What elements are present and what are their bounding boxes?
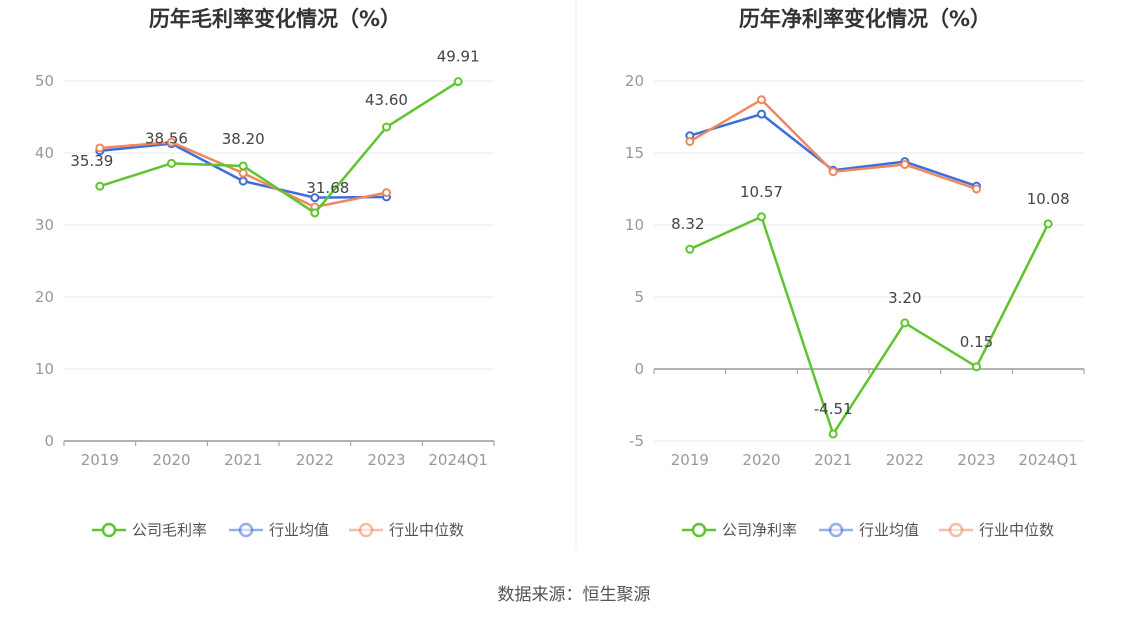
chart1-series-point-3 (382, 188, 391, 198)
chart1-series-point-3 (95, 143, 105, 153)
chart2-x-tick-label: 2020 (742, 451, 780, 469)
chart2-legend-marker-3 (948, 522, 964, 538)
chart1-x-tick-label: 2022 (296, 451, 334, 469)
chart1-data-label: 49.91 (437, 48, 480, 66)
chart2-series-point-3 (685, 136, 695, 146)
chart1-series-point-2 (310, 193, 320, 203)
chart2-y-tick-label: 20 (625, 72, 644, 90)
chart1-legend-marker-1 (101, 522, 117, 538)
chart1-x-tick-label: 2020 (152, 451, 190, 469)
chart1-x-tick-label: 2023 (367, 451, 405, 469)
chart2-series-point-1 (685, 244, 695, 254)
chart1-data-label: 38.20 (222, 130, 265, 148)
chart2-legend-label-1: 公司净利率 (722, 521, 797, 539)
chart2-series-point-3 (828, 167, 838, 177)
chart1-series-point-1 (95, 181, 105, 191)
chart1-y-tick-label: 50 (35, 72, 54, 90)
chart1-series-point-1 (238, 161, 248, 171)
chart1-legend-marker-3 (358, 522, 374, 538)
chart1-y-tick-label: 30 (35, 216, 54, 234)
chart1-series-point-1 (310, 208, 320, 218)
chart1-series-point-1 (382, 122, 391, 132)
chart1-y-tick-label: 20 (35, 288, 54, 306)
chart1-y-tick-label: 0 (44, 432, 54, 450)
chart1-data-label: 38.56 (145, 129, 188, 147)
chart2-series-point-1 (972, 362, 981, 372)
chart2-legend-label-3: 行业中位数 (979, 521, 1054, 539)
chart1-series-point-3 (238, 168, 248, 178)
chart2-x-tick-label: 2023 (957, 451, 995, 469)
chart1-series-point-1 (167, 158, 176, 168)
chart1-series-line-1 (99, 80, 459, 215)
chart2-y-tick-label: 10 (625, 216, 644, 234)
chart2-y-tick-label: 15 (625, 144, 644, 162)
chart1-x-tick-label: 2024Q1 (428, 451, 488, 469)
chart2-y-tick-label: 0 (634, 360, 644, 378)
chart2-legend-marker-1 (691, 522, 707, 538)
chart2-series-line-1 (689, 215, 1050, 436)
source-note: 数据来源：恒生聚源 (497, 585, 651, 605)
chart1-x-tick-label: 2019 (81, 451, 119, 469)
chart1-data-label: 31.68 (306, 179, 349, 197)
chart1-data-label: 43.60 (365, 91, 408, 109)
chart2-series-point-1 (757, 212, 766, 222)
chart2-series-point-3 (972, 184, 981, 194)
chart2-series-point-1 (900, 318, 910, 328)
chart2-series-point-3 (757, 95, 766, 105)
chart2-x-tick-label: 2021 (814, 451, 852, 469)
chart2-data-label: 0.15 (960, 333, 993, 351)
chart2-data-label: 10.08 (1027, 190, 1070, 208)
chart2-series-point-2 (757, 109, 766, 119)
chart2-series-point-1 (1043, 219, 1053, 229)
chart1-y-tick-label: 40 (35, 144, 54, 162)
chart1-legend-label-2: 行业均值 (269, 521, 329, 539)
chart2-series-point-1 (828, 429, 838, 439)
chart2-x-tick-label: 2024Q1 (1018, 451, 1078, 469)
chart2-y-tick-label: -5 (629, 432, 644, 450)
chart2-legend-label-2: 行业均值 (859, 521, 919, 539)
chart2-data-label: 10.57 (740, 183, 783, 201)
chart2-legend-marker-2 (828, 522, 844, 538)
chart1-legend-marker-2 (238, 522, 254, 538)
chart1-y-tick-label: 10 (35, 360, 54, 378)
chart1-series-point-3 (167, 137, 176, 147)
chart1-series-point-1 (453, 77, 463, 87)
chart2-x-tick-label: 2022 (886, 451, 924, 469)
chart2-x-tick-label: 2019 (671, 451, 709, 469)
chart2-y-tick-label: 5 (634, 288, 644, 306)
chart2-data-label: -4.51 (814, 400, 853, 418)
chart2-series-point-3 (900, 160, 910, 170)
chart1-title: 历年毛利率变化情况（%） (149, 7, 401, 31)
chart1-legend-label-3: 行业中位数 (389, 521, 464, 539)
chart1-legend-label-1: 公司毛利率 (132, 521, 207, 539)
chart1-series-point-2 (238, 176, 248, 186)
chart2-title: 历年净利率变化情况（%） (739, 7, 991, 31)
chart2-data-label: 3.20 (888, 289, 921, 307)
chart1-data-label: 35.39 (70, 152, 113, 170)
chart2-data-label: 8.32 (671, 215, 704, 233)
chart1-x-tick-label: 2021 (224, 451, 262, 469)
